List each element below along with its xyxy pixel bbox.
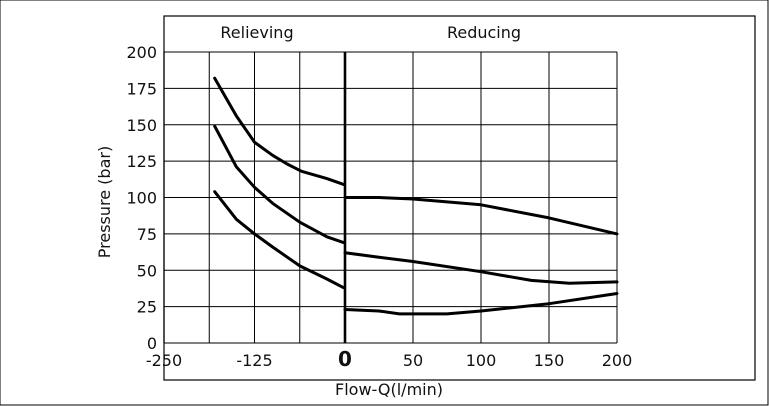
y-tick-label: 125 xyxy=(126,152,157,171)
y-tick-label: 150 xyxy=(126,116,157,135)
x-tick-label: 150 xyxy=(534,351,565,370)
x-tick-label: -250 xyxy=(146,351,182,370)
relieving-curve-3 xyxy=(213,190,346,290)
tick-labels: 0 25 50 75 100 125 150 175 200 -250 -125 0 50 100 150 2… xyxy=(126,43,632,371)
relieving-curve-1 xyxy=(213,76,346,186)
x-tick-label: 0 xyxy=(338,347,352,371)
y-tick-label: 25 xyxy=(137,298,157,317)
reducing-curve-3 xyxy=(343,292,619,316)
curve-group xyxy=(213,76,619,316)
x-tick-label: -125 xyxy=(236,351,272,370)
region-label-relieving: Relieving xyxy=(220,23,293,42)
y-axis-label: Pressure (bar) xyxy=(95,146,114,258)
y-tick-label: 100 xyxy=(126,189,157,208)
y-tick-label: 175 xyxy=(126,79,157,98)
reducing-curve-1 xyxy=(343,196,619,236)
x-tick-label: 200 xyxy=(602,351,633,370)
x-tick-label: 100 xyxy=(466,351,497,370)
reducing-curve-2 xyxy=(343,251,619,285)
y-tick-label: 75 xyxy=(137,225,157,244)
region-label-reducing: Reducing xyxy=(447,23,521,42)
y-tick-label: 0 xyxy=(147,334,157,353)
y-tick-label: 200 xyxy=(126,43,157,62)
y-tick-label: 50 xyxy=(137,261,157,280)
x-axis-label: Flow-Q(l/min) xyxy=(335,380,443,399)
relieving-curve-2 xyxy=(213,124,346,245)
x-tick-label: 50 xyxy=(403,351,423,370)
